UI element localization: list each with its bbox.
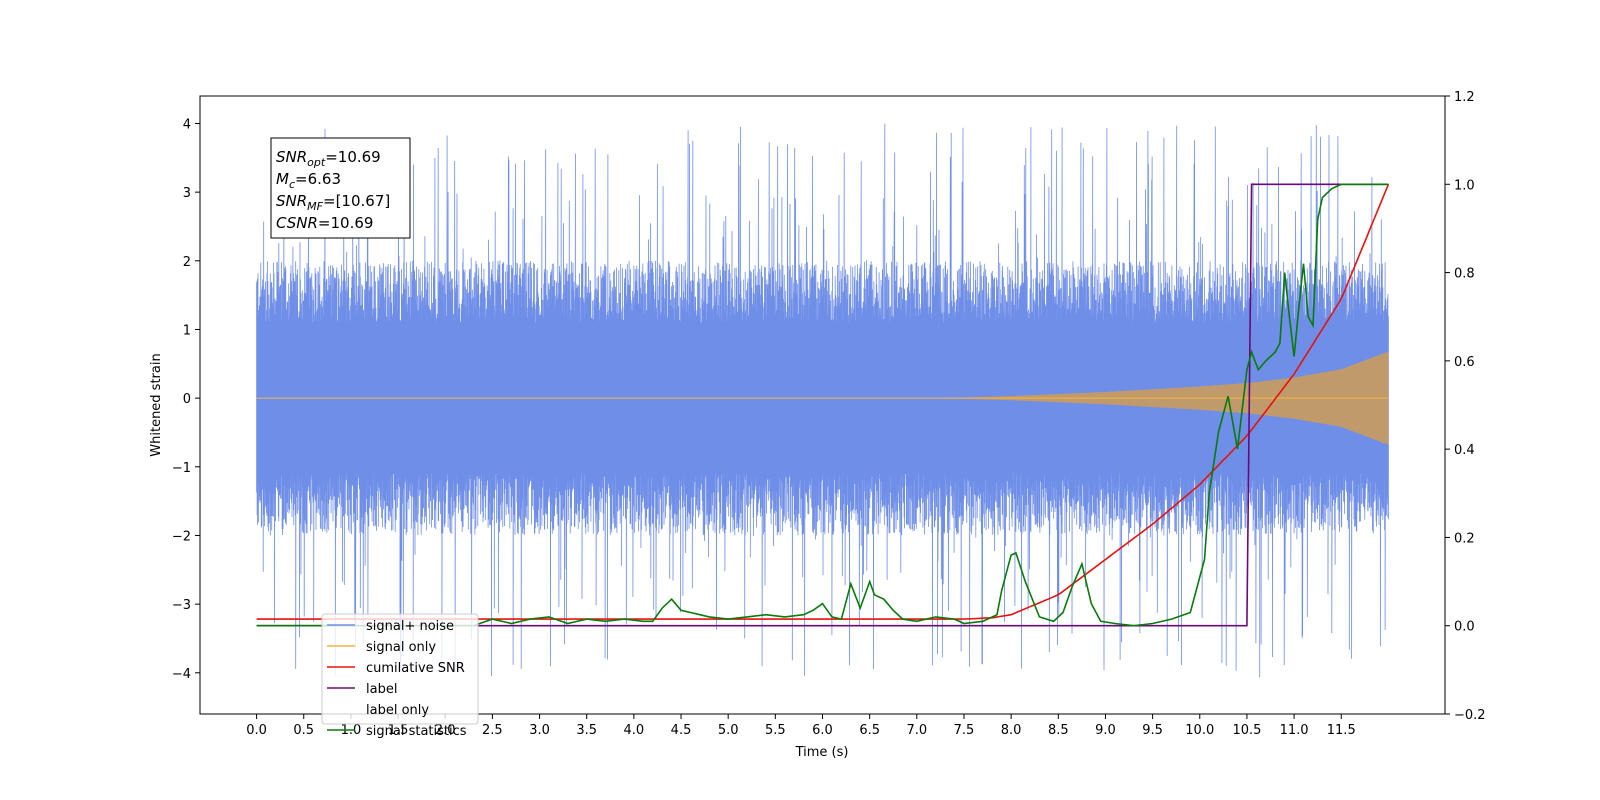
x-tick-label: 10.5 — [1232, 723, 1261, 738]
x-axis-label: Time (s) — [795, 745, 849, 760]
y2-tick-label: 0.4 — [1454, 443, 1475, 458]
x-tick-label: 6.0 — [812, 723, 833, 738]
legend-frame — [321, 613, 479, 725]
y-tick-label: 4 — [183, 117, 191, 132]
y-tick-label: −3 — [172, 598, 191, 613]
signal-noise-trace — [256, 123, 1389, 678]
y-tick-label: 3 — [183, 186, 191, 201]
legend-entry-label: signal+ noise — [366, 619, 454, 634]
legend-entry-label: signal only — [366, 640, 436, 655]
y2-tick-label: 0.8 — [1454, 267, 1475, 282]
x-tick-label: 0.5 — [293, 723, 314, 738]
x-tick-label: 3.0 — [529, 723, 550, 738]
x-tick-label: 9.0 — [1095, 723, 1116, 738]
x-tick-label: 10.0 — [1185, 723, 1214, 738]
y2-tick-label: 0.0 — [1454, 620, 1475, 635]
legend-entry-label: label — [366, 682, 397, 697]
y-tick-label: 1 — [183, 323, 191, 338]
x-tick-label: 5.0 — [718, 723, 739, 738]
y-tick-label: −2 — [172, 529, 191, 544]
x-tick-label: 7.5 — [954, 723, 975, 738]
y-tick-label: −1 — [172, 461, 191, 476]
x-tick-label: 4.0 — [624, 723, 645, 738]
x-tick-label: 9.5 — [1142, 723, 1163, 738]
x-tick-label: 6.5 — [859, 723, 880, 738]
x-tick-label: 2.0 — [435, 723, 456, 738]
x-tick-label: 1.5 — [388, 723, 409, 738]
plot-area — [256, 123, 1390, 678]
stat-line: CSNR=10.69 — [276, 214, 373, 232]
y2-tick-label: 0.6 — [1454, 355, 1475, 370]
y-axis-label: Whitened strain — [149, 353, 164, 456]
x-tick-label: 8.0 — [1001, 723, 1022, 738]
x-tick-label: 0.0 — [246, 723, 267, 738]
y-tick-label: 2 — [183, 255, 191, 270]
y2-tick-label: 1.2 — [1454, 90, 1475, 105]
y-tick-label: 0 — [183, 392, 191, 407]
stat-line: SNRopt=10.69 — [276, 148, 381, 169]
stat-line: SNRMF=[10.67] — [276, 192, 390, 213]
x-tick-label: 11.5 — [1327, 723, 1356, 738]
x-tick-label: 7.0 — [906, 723, 927, 738]
legend-entry-label: cumilative SNR — [366, 661, 465, 676]
stat-line: Mc=6.63 — [276, 170, 341, 191]
x-tick-label: 2.5 — [482, 723, 503, 738]
signal-statistics-line — [256, 183, 1389, 627]
y2-tick-label: 0.2 — [1454, 531, 1475, 546]
x-tick-label: 3.5 — [576, 723, 597, 738]
axes: 0.0 0.5 1.0 1.5 2.0 2.5 3.0 3.5 4.0 4.5 5.0 5.5 6.0 6… — [172, 90, 1486, 738]
legend-entry-label: label only — [366, 703, 429, 718]
legend-entry-label: signal statistics — [366, 724, 467, 739]
label-line — [256, 183, 1389, 627]
x-tick-label: 8.5 — [1048, 723, 1069, 738]
legend: signal+ noise signal only cumilative SNR la… — [321, 613, 479, 739]
x-tick-label: 5.5 — [765, 723, 786, 738]
stats-annotation-box: SNRopt=10.69Mc=6.63SNRMF=[10.67]CSNR=10.… — [270, 137, 411, 239]
y-tick-label: −4 — [172, 667, 191, 682]
x-tick-label: 11.0 — [1280, 723, 1309, 738]
x-tick-label: 4.5 — [671, 723, 692, 738]
y2-tick-label: 1.0 — [1454, 178, 1475, 193]
y2-tick-label: −0.2 — [1454, 708, 1486, 723]
